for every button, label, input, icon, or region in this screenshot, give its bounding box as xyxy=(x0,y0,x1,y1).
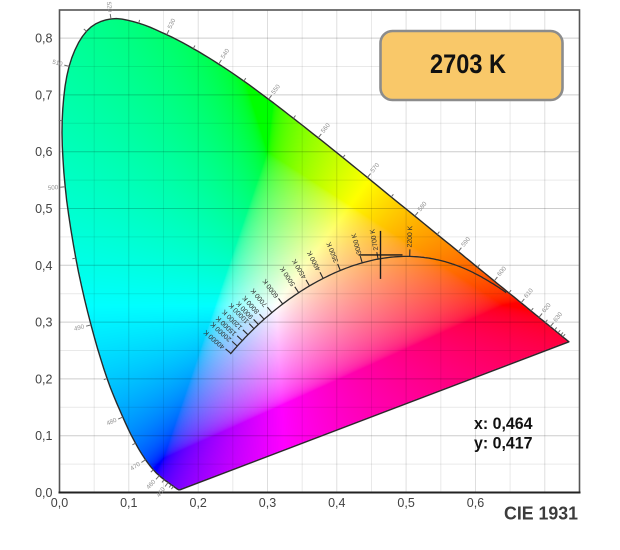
svg-text:0,6: 0,6 xyxy=(35,145,52,159)
svg-text:0,5: 0,5 xyxy=(35,202,52,216)
svg-text:0,3: 0,3 xyxy=(259,496,276,510)
svg-text:470: 470 xyxy=(129,461,142,473)
svg-text:CIE 1931: CIE 1931 xyxy=(504,504,578,524)
svg-text:5000 K: 5000 K xyxy=(279,265,297,287)
svg-text:2703 K: 2703 K xyxy=(430,49,506,79)
svg-text:550: 550 xyxy=(270,83,282,96)
svg-text:610: 610 xyxy=(523,287,535,300)
svg-text:0,7: 0,7 xyxy=(35,88,52,102)
svg-text:500: 500 xyxy=(48,184,60,192)
svg-text:620: 620 xyxy=(541,301,553,314)
svg-text:6000 K: 6000 K xyxy=(261,277,280,299)
svg-text:530: 530 xyxy=(167,17,178,30)
svg-text:y: 0,417: y: 0,417 xyxy=(474,433,533,452)
svg-text:540: 540 xyxy=(220,47,232,60)
svg-text:0,4: 0,4 xyxy=(328,496,345,510)
svg-text:4000 K: 4000 K xyxy=(306,249,322,272)
svg-text:450: 450 xyxy=(155,486,167,499)
svg-text:510: 510 xyxy=(51,59,63,69)
svg-text:460: 460 xyxy=(145,478,158,491)
svg-text:0,0: 0,0 xyxy=(51,496,68,510)
svg-text:0,4: 0,4 xyxy=(35,259,52,273)
svg-text:2700 K: 2700 K xyxy=(369,228,380,251)
svg-text:3000 K: 3000 K xyxy=(351,232,364,255)
svg-text:0,2: 0,2 xyxy=(35,372,52,386)
svg-text:0,2: 0,2 xyxy=(190,496,207,510)
svg-text:520: 520 xyxy=(105,1,114,13)
svg-text:590: 590 xyxy=(460,236,472,249)
svg-text:2200 K: 2200 K xyxy=(407,225,414,247)
svg-text:0,5: 0,5 xyxy=(397,496,414,510)
svg-text:480: 480 xyxy=(106,417,119,428)
svg-text:630: 630 xyxy=(552,311,564,324)
svg-text:0,1: 0,1 xyxy=(120,496,137,510)
svg-text:0,3: 0,3 xyxy=(35,316,52,330)
svg-text:0,6: 0,6 xyxy=(467,496,484,510)
svg-text:0,0: 0,0 xyxy=(35,486,52,500)
svg-text:490: 490 xyxy=(73,323,85,333)
svg-text:x: 0,464: x: 0,464 xyxy=(474,414,533,433)
svg-text:600: 600 xyxy=(496,265,508,278)
svg-text:3500 K: 3500 K xyxy=(326,240,341,263)
svg-text:580: 580 xyxy=(417,200,429,213)
svg-text:0,8: 0,8 xyxy=(35,32,52,46)
svg-text:0,1: 0,1 xyxy=(35,429,52,443)
svg-text:4500 K: 4500 K xyxy=(291,257,308,280)
